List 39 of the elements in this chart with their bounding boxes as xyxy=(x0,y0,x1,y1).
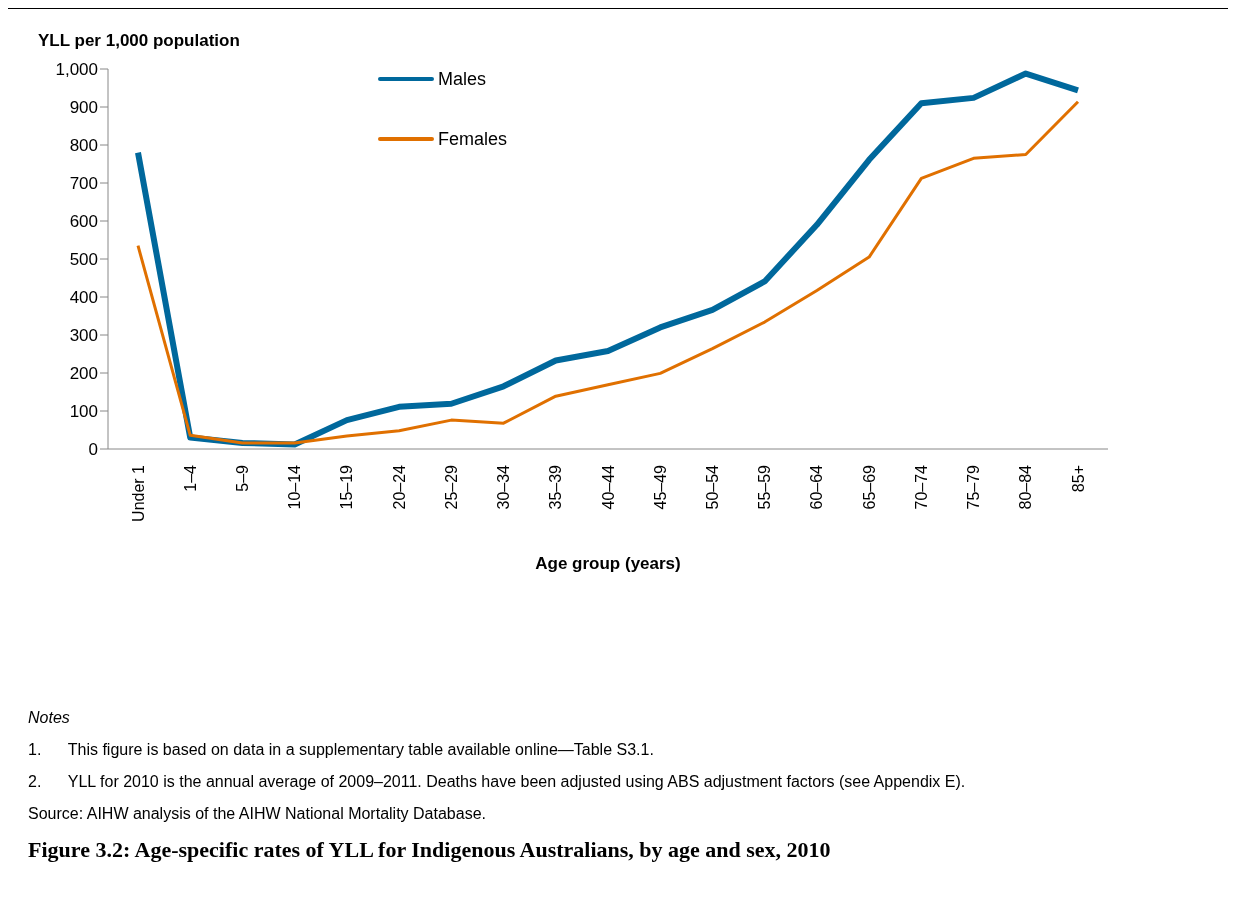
text: Figure 3.2: Age-specific rates of YLL for Indigenous Australians, by age and sex, 2010 xyxy=(27,837,832,863)
x-tick-label: 45–49 xyxy=(651,464,669,510)
text: 2. YLL for 2010 is the annual average of 2009–2011. Deaths have been adjusted using ABS adjustment factors (see Appendix E). xyxy=(28,773,967,791)
x-axis-title: Age group (years) xyxy=(535,554,681,573)
x-tick-label: 75–79 xyxy=(965,464,983,510)
x-tick-label: 85+ xyxy=(1069,465,1087,493)
y-tick-label: 700 xyxy=(69,174,98,194)
legend-label: Males xyxy=(438,68,487,90)
x-tick-label: 60–64 xyxy=(808,464,826,510)
x-tick-label: Under 1 xyxy=(129,464,147,522)
x-tick-label: 50–54 xyxy=(703,464,721,510)
y-tick-label: 400 xyxy=(69,288,98,308)
x-tick-label: 80–84 xyxy=(1017,464,1035,510)
y-tick-label: 900 xyxy=(69,98,98,118)
x-tick-label: 35–39 xyxy=(547,464,565,510)
y-tick-label: 300 xyxy=(69,326,98,346)
y-tick-label: 100 xyxy=(69,402,98,422)
x-tick-label: 55–59 xyxy=(756,464,774,510)
y-tick-label: 0 xyxy=(88,440,98,460)
text: Notes xyxy=(28,709,71,727)
x-tick-label: 40–44 xyxy=(599,464,617,510)
legend-label: Females xyxy=(438,128,508,150)
source-note: Source: AIHW analysis of the AIHW National Mortality Database. xyxy=(28,805,487,823)
y-tick-label: 800 xyxy=(69,136,98,156)
x-tick-label: 15–19 xyxy=(338,464,356,510)
x-tick-label: 30–34 xyxy=(495,464,513,510)
text: 1. This figure is based on data in a supplementary table available online—Table S3.1. xyxy=(28,741,655,759)
x-tick-label: 65–69 xyxy=(860,464,878,510)
x-tick-label: 25–29 xyxy=(442,464,460,510)
y-tick-label: 600 xyxy=(69,212,98,232)
y-axis-title: YLL per 1,000 population xyxy=(38,31,240,51)
y-tick-label: 200 xyxy=(69,364,98,384)
x-tick-label: 70–74 xyxy=(912,464,930,510)
y-tick-label: 1,000 xyxy=(55,60,98,80)
x-tick-label: 20–24 xyxy=(390,464,408,510)
y-tick-label: 500 xyxy=(69,250,98,270)
x-tick-label: 1–4 xyxy=(181,464,199,492)
x-tick-label: 10–14 xyxy=(286,464,304,510)
x-tick-label: 5–9 xyxy=(233,464,251,492)
